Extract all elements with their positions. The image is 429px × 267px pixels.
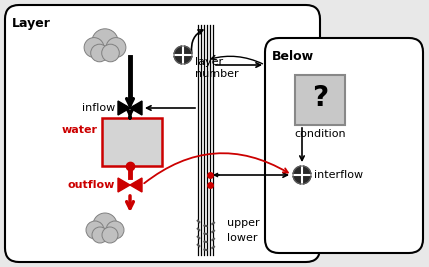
Circle shape <box>293 166 311 184</box>
FancyBboxPatch shape <box>265 38 423 253</box>
Text: outflow: outflow <box>68 180 115 190</box>
Text: layer
number: layer number <box>195 57 239 78</box>
Text: condition: condition <box>294 129 346 139</box>
Polygon shape <box>130 101 142 115</box>
Circle shape <box>106 38 126 57</box>
Circle shape <box>93 213 117 237</box>
Circle shape <box>86 221 104 239</box>
Text: interflow: interflow <box>314 170 363 180</box>
Text: Below: Below <box>272 50 314 63</box>
Text: upper: upper <box>227 218 260 228</box>
Polygon shape <box>130 178 142 192</box>
Text: ?: ? <box>312 84 328 112</box>
Circle shape <box>102 44 119 62</box>
Circle shape <box>92 29 118 55</box>
Text: Layer: Layer <box>12 17 51 30</box>
Circle shape <box>92 227 108 243</box>
Circle shape <box>84 38 104 57</box>
Polygon shape <box>118 101 130 115</box>
Text: inflow: inflow <box>82 103 115 113</box>
Circle shape <box>91 44 108 62</box>
Bar <box>295 75 345 125</box>
Circle shape <box>102 227 118 243</box>
FancyBboxPatch shape <box>5 5 320 262</box>
Polygon shape <box>118 178 130 192</box>
Circle shape <box>174 46 192 64</box>
Text: water: water <box>62 125 98 135</box>
Circle shape <box>106 221 124 239</box>
Text: lower: lower <box>227 233 257 243</box>
Bar <box>102 118 162 166</box>
